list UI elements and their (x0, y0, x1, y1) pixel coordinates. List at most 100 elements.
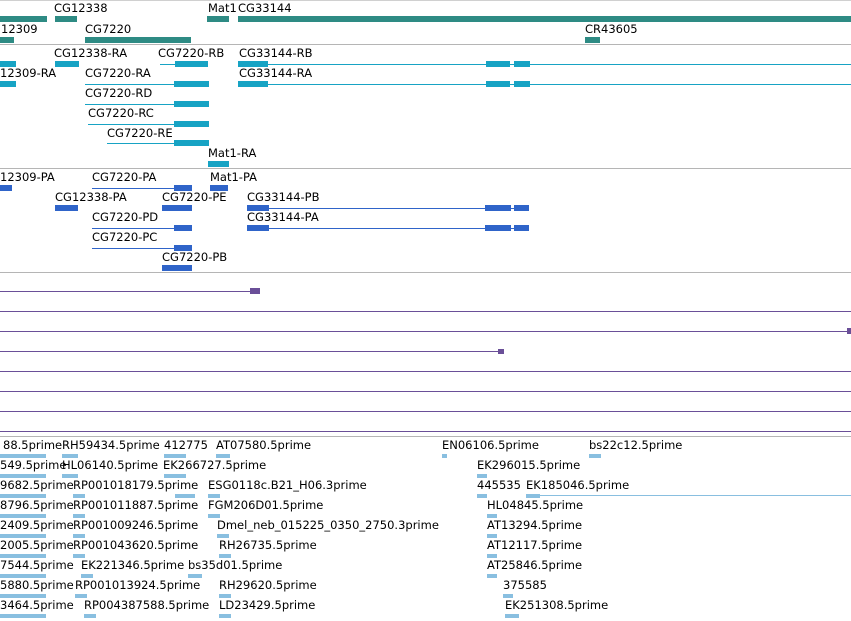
est-label[interactable]: bs22c12.5prime (589, 438, 683, 452)
est-feature[interactable] (73, 534, 85, 538)
est-label[interactable]: AT12117.5prime (487, 538, 583, 552)
est-label[interactable]: EK266727.5prime (163, 458, 267, 472)
gene-feature-cr43605[interactable] (585, 37, 600, 43)
protein-label[interactable]: CG7220-PE (162, 190, 227, 204)
est-feature[interactable] (164, 454, 186, 458)
est-feature[interactable] (503, 594, 513, 598)
est-label[interactable]: RP001018179.5prime (73, 478, 199, 492)
transcript-feature[interactable] (514, 61, 530, 67)
est-feature[interactable] (477, 474, 487, 478)
transcript-feature[interactable] (174, 101, 209, 107)
est-label[interactable]: EK221346.5prime (81, 558, 185, 572)
protein-feature[interactable] (55, 205, 78, 211)
est-feature[interactable] (75, 594, 87, 598)
protein-feature[interactable] (485, 225, 511, 231)
transcript-feature[interactable] (208, 161, 229, 167)
transcript-label[interactable]: CG12338-RA (54, 46, 128, 60)
est-feature[interactable] (0, 454, 46, 458)
est-feature[interactable] (526, 494, 540, 498)
est-label[interactable]: AT25846.5prime (487, 558, 583, 572)
est-feature[interactable] (73, 554, 85, 558)
transcript-feature[interactable] (55, 61, 79, 67)
gene-feature-cg7220[interactable] (85, 37, 191, 43)
est-label[interactable]: EK185046.5prime (526, 478, 630, 492)
protein-feature[interactable] (0, 185, 12, 191)
transcript-feature[interactable] (0, 61, 16, 67)
est-feature[interactable] (442, 454, 447, 458)
est-feature[interactable] (175, 494, 195, 498)
est-feature[interactable] (219, 614, 231, 618)
est-feature[interactable] (73, 494, 85, 498)
alignment-block[interactable] (250, 288, 260, 294)
protein-feature[interactable] (174, 185, 192, 191)
protein-feature[interactable] (162, 265, 192, 271)
transcript-label[interactable]: CG7220-RD (85, 86, 153, 100)
est-feature[interactable] (477, 494, 487, 498)
est-feature[interactable] (0, 514, 46, 518)
protein-label[interactable]: Mat1-PA (210, 170, 258, 184)
transcript-label[interactable]: CG7220-RB (158, 46, 225, 60)
alignment-line[interactable] (0, 351, 504, 352)
est-label[interactable]: 8796.5prime (0, 498, 74, 512)
protein-feature[interactable] (174, 225, 192, 231)
alignment-line[interactable] (0, 431, 851, 432)
alignment-line[interactable] (0, 371, 851, 372)
est-feature[interactable] (0, 534, 46, 538)
est-feature[interactable] (216, 454, 230, 458)
est-label[interactable]: FGM206D01.5prime (208, 498, 324, 512)
est-feature[interactable] (219, 594, 231, 598)
est-label[interactable]: AT07580.5prime (216, 438, 312, 452)
protein-label[interactable]: 12309-PA (0, 170, 55, 184)
protein-feature[interactable] (247, 225, 269, 231)
est-label[interactable]: EK251308.5prime (505, 598, 609, 612)
transcript-feature[interactable] (238, 81, 268, 87)
est-feature[interactable] (208, 514, 220, 518)
alignment-block[interactable] (498, 349, 504, 354)
est-label[interactable]: ESG0118c.B21_H06.3prime (208, 478, 367, 492)
est-label[interactable]: RP001043620.5prime (73, 538, 199, 552)
est-label[interactable]: RP001011887.5prime (73, 498, 199, 512)
est-label[interactable]: HL06140.5prime (62, 458, 159, 472)
protein-label[interactable]: CG7220-PA (92, 170, 157, 184)
est-feature[interactable] (589, 454, 601, 458)
alignment-line[interactable] (0, 311, 851, 312)
protein-feature[interactable] (514, 205, 529, 211)
est-label[interactable]: RP001013924.5prime (75, 578, 201, 592)
est-label[interactable]: 445535 (477, 478, 521, 492)
protein-feature[interactable] (247, 205, 269, 211)
est-label[interactable]: Dmel_neb_015225_0350_2750.3prime (217, 518, 439, 532)
transcript-feature[interactable] (175, 61, 208, 67)
est-label[interactable]: EN06106.5prime (442, 438, 539, 452)
transcript-label[interactable]: 12309-RA (0, 66, 57, 80)
est-feature[interactable] (0, 474, 46, 478)
protein-label[interactable]: CG33144-PB (247, 190, 320, 204)
gene-feature-12309[interactable] (0, 16, 47, 22)
transcript-label[interactable]: CG33144-RA (239, 66, 313, 80)
transcript-label[interactable]: CG7220-RA (85, 66, 151, 80)
gene-feature-cg33144[interactable] (238, 16, 851, 22)
gene-label-cr43605[interactable]: CR43605 (585, 22, 638, 36)
est-label[interactable]: LD23429.5prime (219, 598, 316, 612)
est-feature[interactable] (217, 534, 229, 538)
est-label[interactable]: 2005.5prime (0, 538, 74, 552)
est-label[interactable]: 88.5prime (3, 438, 63, 452)
est-feature[interactable] (487, 534, 497, 538)
transcript-feature[interactable] (174, 140, 209, 146)
est-label[interactable]: RH26735.5prime (219, 538, 317, 552)
est-feature[interactable] (219, 554, 231, 558)
transcript-feature[interactable] (174, 121, 209, 127)
alignment-line[interactable] (0, 391, 851, 392)
gene-label-cg12338[interactable]: CG12338 (54, 1, 108, 15)
transcript-label[interactable]: CG7220-RC (88, 106, 154, 120)
est-feature[interactable] (164, 474, 186, 478)
est-feature[interactable] (62, 454, 78, 458)
gene-label-12309[interactable]: 12309 (1, 22, 38, 36)
protein-label[interactable]: CG7220-PD (92, 210, 159, 224)
transcript-label[interactable]: Mat1-RA (208, 146, 257, 160)
transcript-feature[interactable] (0, 81, 16, 87)
est-feature[interactable] (0, 614, 46, 618)
est-label[interactable]: RP004387588.5prime (84, 598, 210, 612)
est-label[interactable]: RH59434.5prime (62, 438, 160, 452)
est-label[interactable]: 412775 (164, 438, 208, 452)
transcript-label[interactable]: CG7220-RE (107, 126, 173, 140)
